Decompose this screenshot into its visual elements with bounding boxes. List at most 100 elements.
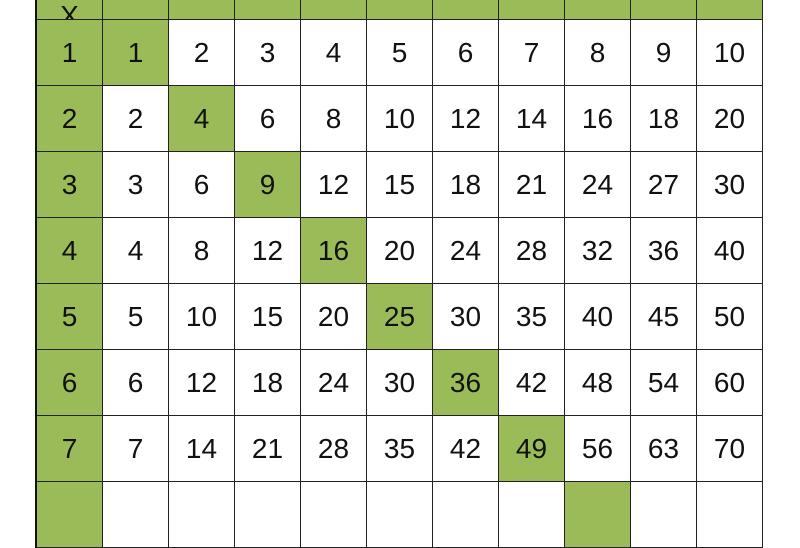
square-cell: 1 bbox=[103, 20, 169, 86]
square-cell: 49 bbox=[499, 416, 565, 482]
square-cell: 36 bbox=[433, 350, 499, 416]
product-cell: 32 bbox=[565, 218, 631, 284]
product-cell: 20 bbox=[697, 86, 763, 152]
product-cell: 12 bbox=[169, 350, 235, 416]
product-cell bbox=[697, 482, 763, 548]
product-cell: 48 bbox=[565, 350, 631, 416]
column-header-cell bbox=[433, 0, 499, 20]
product-cell: 63 bbox=[631, 416, 697, 482]
column-header-cell bbox=[103, 0, 169, 20]
product-cell: 30 bbox=[697, 152, 763, 218]
product-cell: 45 bbox=[631, 284, 697, 350]
column-header-cell bbox=[631, 0, 697, 20]
product-cell: 40 bbox=[697, 218, 763, 284]
table-row: 6 6 12 18 24 30 36 42 48 54 60 bbox=[37, 350, 763, 416]
product-cell: 6 bbox=[235, 86, 301, 152]
product-cell: 2 bbox=[103, 86, 169, 152]
table-row: 1 1 2 3 4 5 6 7 8 9 10 bbox=[37, 20, 763, 86]
product-cell: 18 bbox=[433, 152, 499, 218]
product-cell: 15 bbox=[235, 284, 301, 350]
column-header-cell bbox=[697, 0, 763, 20]
product-cell: 8 bbox=[565, 20, 631, 86]
table-row: 5 5 10 15 20 25 30 35 40 45 50 bbox=[37, 284, 763, 350]
product-cell: 35 bbox=[367, 416, 433, 482]
table-row bbox=[37, 482, 763, 548]
product-cell: 18 bbox=[631, 86, 697, 152]
multiplication-table: X 1 1 2 3 4 5 6 7 8 9 10 2 2 4 6 8 10 12 14 16 18 20 3 3 6 9 12 15 18… bbox=[35, 0, 763, 548]
square-cell: 9 bbox=[235, 152, 301, 218]
product-cell: 6 bbox=[433, 20, 499, 86]
column-header-cell bbox=[499, 0, 565, 20]
product-cell: 20 bbox=[367, 218, 433, 284]
product-cell: 12 bbox=[433, 86, 499, 152]
product-cell: 16 bbox=[565, 86, 631, 152]
product-cell: 2 bbox=[169, 20, 235, 86]
corner-cell: X bbox=[37, 0, 103, 20]
product-cell: 36 bbox=[631, 218, 697, 284]
product-cell bbox=[631, 482, 697, 548]
product-cell: 14 bbox=[169, 416, 235, 482]
column-header-cell bbox=[367, 0, 433, 20]
product-cell: 4 bbox=[103, 218, 169, 284]
product-cell: 6 bbox=[103, 350, 169, 416]
square-cell: 4 bbox=[169, 86, 235, 152]
row-header-cell bbox=[37, 482, 103, 548]
row-header-cell: 4 bbox=[37, 218, 103, 284]
product-cell: 24 bbox=[433, 218, 499, 284]
product-cell: 30 bbox=[367, 350, 433, 416]
row-header-cell: 2 bbox=[37, 86, 103, 152]
product-cell: 21 bbox=[235, 416, 301, 482]
row-header-cell: 1 bbox=[37, 20, 103, 86]
product-cell bbox=[499, 482, 565, 548]
product-cell: 18 bbox=[235, 350, 301, 416]
table-row: 2 2 4 6 8 10 12 14 16 18 20 bbox=[37, 86, 763, 152]
product-cell: 24 bbox=[565, 152, 631, 218]
column-header-cell bbox=[169, 0, 235, 20]
product-cell: 27 bbox=[631, 152, 697, 218]
row-header-cell: 5 bbox=[37, 284, 103, 350]
row-header-cell: 6 bbox=[37, 350, 103, 416]
product-cell: 7 bbox=[103, 416, 169, 482]
product-cell: 56 bbox=[565, 416, 631, 482]
product-cell: 35 bbox=[499, 284, 565, 350]
product-cell: 8 bbox=[301, 86, 367, 152]
row-header-cell: 7 bbox=[37, 416, 103, 482]
header-row: X bbox=[37, 0, 763, 20]
row-header-cell: 3 bbox=[37, 152, 103, 218]
product-cell: 14 bbox=[499, 86, 565, 152]
product-cell: 21 bbox=[499, 152, 565, 218]
product-cell: 3 bbox=[235, 20, 301, 86]
product-cell: 42 bbox=[499, 350, 565, 416]
product-cell: 3 bbox=[103, 152, 169, 218]
product-cell: 42 bbox=[433, 416, 499, 482]
square-cell: 16 bbox=[301, 218, 367, 284]
product-cell: 60 bbox=[697, 350, 763, 416]
product-cell: 20 bbox=[301, 284, 367, 350]
product-cell bbox=[433, 482, 499, 548]
product-cell: 9 bbox=[631, 20, 697, 86]
product-cell: 10 bbox=[367, 86, 433, 152]
product-cell: 24 bbox=[301, 350, 367, 416]
product-cell: 5 bbox=[367, 20, 433, 86]
table-row: 4 4 8 12 16 20 24 28 32 36 40 bbox=[37, 218, 763, 284]
product-cell: 30 bbox=[433, 284, 499, 350]
product-cell bbox=[367, 482, 433, 548]
product-cell: 4 bbox=[301, 20, 367, 86]
product-cell: 50 bbox=[697, 284, 763, 350]
product-cell: 54 bbox=[631, 350, 697, 416]
product-cell: 7 bbox=[499, 20, 565, 86]
product-cell bbox=[301, 482, 367, 548]
product-cell bbox=[103, 482, 169, 548]
product-cell: 5 bbox=[103, 284, 169, 350]
product-cell: 12 bbox=[301, 152, 367, 218]
column-header-cell bbox=[235, 0, 301, 20]
product-cell bbox=[235, 482, 301, 548]
product-cell: 8 bbox=[169, 218, 235, 284]
column-header-cell bbox=[565, 0, 631, 20]
product-cell bbox=[565, 482, 631, 548]
product-cell: 28 bbox=[301, 416, 367, 482]
table-row: 7 7 14 21 28 35 42 49 56 63 70 bbox=[37, 416, 763, 482]
product-cell: 40 bbox=[565, 284, 631, 350]
column-header-cell bbox=[301, 0, 367, 20]
product-cell: 10 bbox=[169, 284, 235, 350]
